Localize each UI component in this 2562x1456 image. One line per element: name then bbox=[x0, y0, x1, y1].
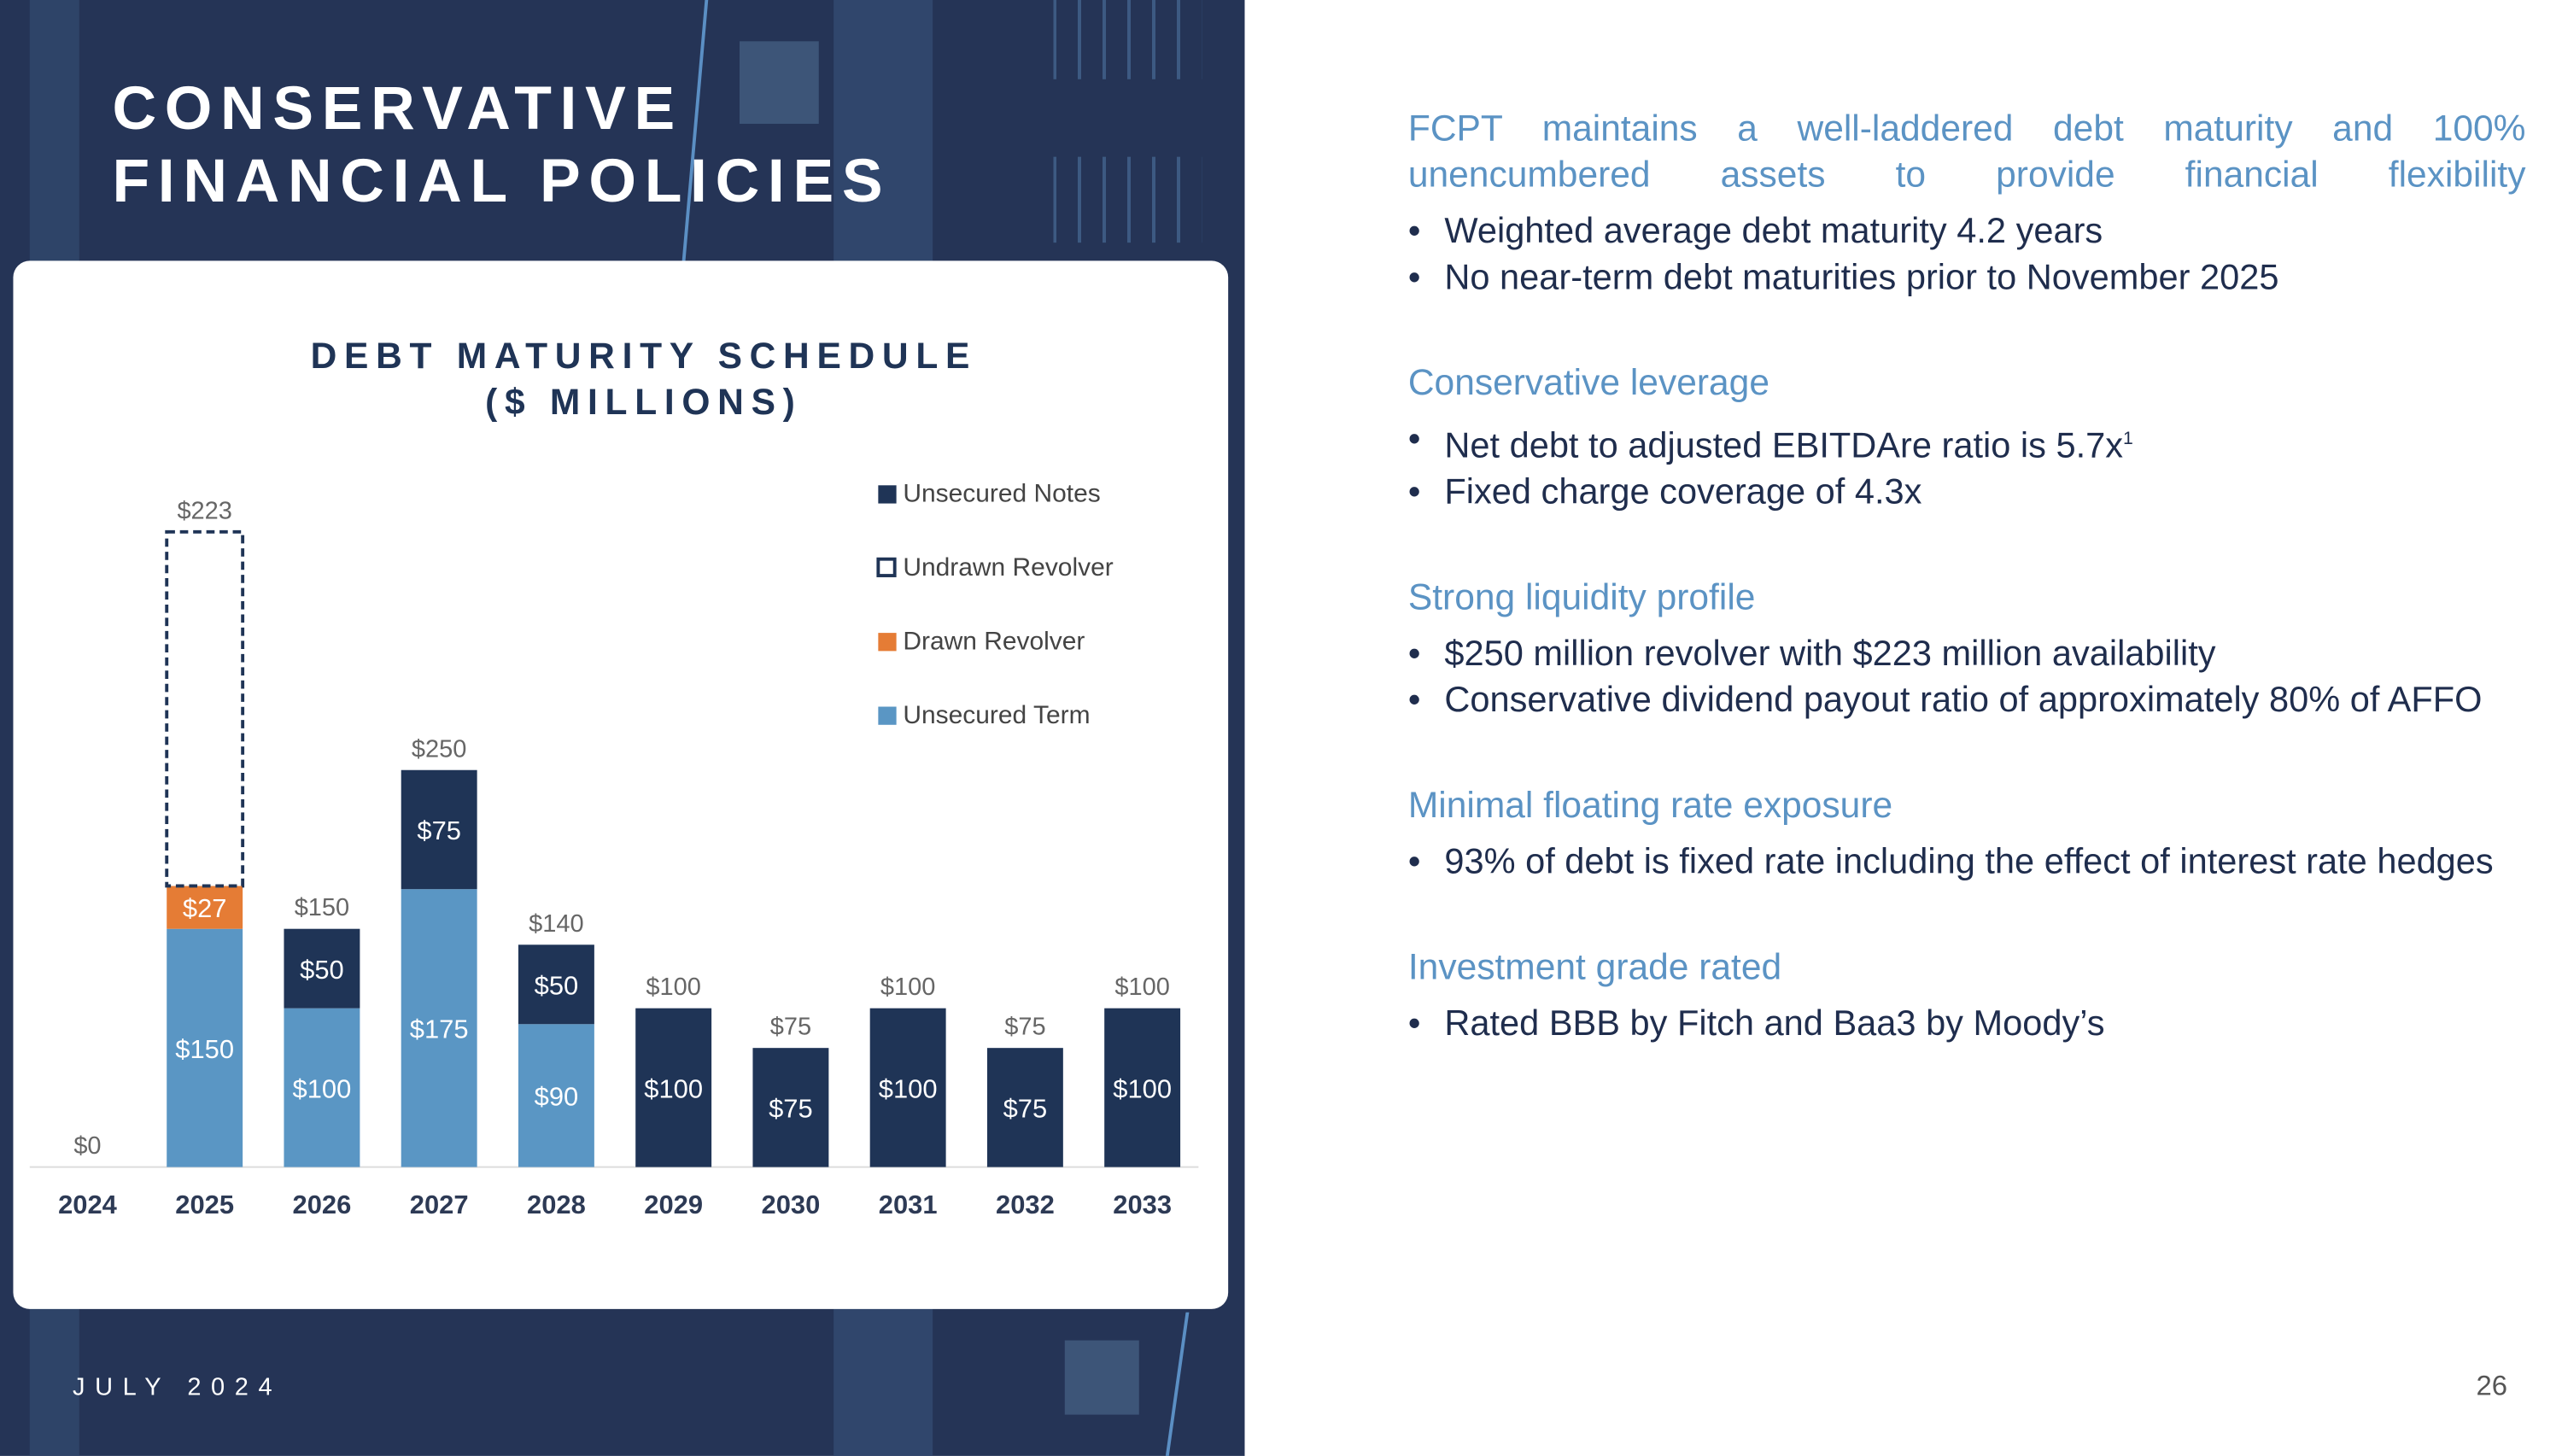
bar-unsecured-notes bbox=[752, 1048, 829, 1167]
bullet: Fixed charge coverage of 4.3x bbox=[1408, 469, 2526, 515]
bullet: 93% of debt is fixed rate including the … bbox=[1408, 839, 2526, 885]
x-tick-label: 2028 bbox=[527, 1190, 586, 1219]
segment-label: $100 bbox=[1113, 1073, 1172, 1103]
bar-unsecured-notes bbox=[1104, 1008, 1181, 1167]
debt-maturity-chart: $0 2024 $150 $27 $223 2025 $100 $50 $150 2026 $175… bbox=[29, 480, 1199, 1219]
legend-swatch bbox=[878, 706, 897, 725]
chart-title-line-1: DEBT MATURITY SCHEDULE bbox=[310, 335, 978, 377]
x-tick-label: 2031 bbox=[879, 1190, 938, 1219]
segment-label: $27 bbox=[183, 893, 227, 923]
bullet-text: Net debt to adjusted EBITDAre ratio is 5… bbox=[1444, 426, 2124, 466]
decorative-panel bbox=[1064, 1340, 1139, 1415]
segment-label: $100 bbox=[644, 1073, 703, 1103]
section-heading: Conservative leverage bbox=[1407, 361, 1769, 403]
bar-unsecured-term bbox=[518, 1024, 594, 1167]
segment-label: $75 bbox=[1003, 1093, 1048, 1123]
legend-swatch bbox=[878, 485, 897, 504]
bar-unsecured-notes bbox=[986, 1048, 1063, 1167]
bullet: Weighted average debt maturity 4.2 years bbox=[1408, 208, 2526, 254]
total-label: $250 bbox=[412, 735, 466, 763]
chart-title-line-2: ($ MILLIONS) bbox=[485, 381, 803, 423]
segment-label: $100 bbox=[293, 1073, 352, 1103]
section-liquidity: Strong liquidity profile $250 million re… bbox=[1408, 575, 2526, 723]
legend-swatch bbox=[878, 633, 897, 652]
section-rating: Investment grade rated Rated BBB by Fitc… bbox=[1408, 944, 2526, 1047]
segment-label: $75 bbox=[417, 816, 461, 845]
bar-undrawn-revolver bbox=[165, 529, 245, 888]
bar-unsecured-term bbox=[167, 928, 243, 1167]
title-line-2: FINANCIAL POLICIES bbox=[112, 147, 892, 215]
legend-label: Unsecured Term bbox=[903, 701, 1090, 729]
section-leverage: Conservative leverage Net debt to adjust… bbox=[1408, 360, 2526, 515]
total-label: $100 bbox=[1114, 974, 1169, 1001]
total-label: $150 bbox=[295, 894, 349, 921]
key-points: FCPT maintains a well-laddered debt matu… bbox=[1408, 106, 2526, 1107]
legend-label: Drawn Revolver bbox=[903, 627, 1085, 655]
decorative-line bbox=[1165, 1312, 1190, 1456]
section-debt-maturity: FCPT maintains a well-laddered debt matu… bbox=[1408, 106, 2526, 301]
bar-unsecured-notes bbox=[401, 769, 477, 890]
segment-label: $50 bbox=[535, 970, 579, 1000]
page-title: CONSERVATIVE FINANCIAL POLICIES bbox=[112, 73, 891, 218]
total-label: $75 bbox=[1004, 1014, 1045, 1041]
section-heading: Minimal floating rate exposure bbox=[1407, 784, 1893, 826]
x-tick-label: 2024 bbox=[58, 1190, 118, 1219]
bar-unsecured-term bbox=[284, 1008, 360, 1167]
legend-swatch bbox=[876, 557, 897, 577]
segment-label: $50 bbox=[300, 955, 344, 985]
page-number: 26 bbox=[2476, 1370, 2508, 1402]
bar-drawn-revolver bbox=[167, 886, 243, 929]
x-tick-label: 2030 bbox=[762, 1190, 821, 1219]
bullet: $250 million revolver with $223 million … bbox=[1408, 631, 2526, 677]
title-line-1: CONSERVATIVE bbox=[112, 73, 683, 143]
section-heading: FCPT maintains a well-laddered debt matu… bbox=[1407, 107, 2526, 196]
bar-unsecured-notes bbox=[635, 1008, 712, 1167]
total-label: $100 bbox=[646, 974, 700, 1001]
total-label: $140 bbox=[529, 910, 583, 938]
x-tick-label: 2027 bbox=[410, 1190, 469, 1219]
segment-label: $100 bbox=[879, 1073, 938, 1103]
total-label: $75 bbox=[770, 1014, 811, 1041]
segment-label: $75 bbox=[769, 1093, 813, 1123]
legend-label: Undrawn Revolver bbox=[903, 553, 1113, 582]
decorative-grille bbox=[1053, 156, 1202, 243]
bar-unsecured-notes bbox=[518, 944, 594, 1025]
segment-label: $90 bbox=[535, 1082, 579, 1112]
bullet: Rated BBB by Fitch and Baa3 by Moody’s bbox=[1408, 1001, 2526, 1047]
bar-unsecured-notes bbox=[284, 928, 360, 1009]
bar-unsecured-notes bbox=[869, 1008, 946, 1167]
section-floating-rate: Minimal floating rate exposure 93% of de… bbox=[1407, 783, 2526, 885]
bullet: Conservative dividend payout ratio of ap… bbox=[1408, 677, 2526, 723]
x-tick-label: 2032 bbox=[996, 1190, 1055, 1219]
segment-label: $175 bbox=[410, 1015, 469, 1044]
footer-date: JULY 2024 bbox=[73, 1373, 283, 1402]
footnote-marker: 1 bbox=[2123, 429, 2133, 449]
total-label: $100 bbox=[880, 974, 935, 1001]
x-tick-label: 2033 bbox=[1113, 1190, 1172, 1219]
legend-label: Unsecured Notes bbox=[903, 480, 1100, 508]
decorative-grille bbox=[1053, 0, 1202, 79]
chart-title: DEBT MATURITY SCHEDULE ($ MILLIONS) bbox=[0, 333, 1288, 425]
bullet: Net debt to adjusted EBITDAre ratio is 5… bbox=[1408, 416, 2526, 469]
x-tick-label: 2029 bbox=[644, 1190, 703, 1219]
bullet: No near-term debt maturities prior to No… bbox=[1408, 254, 2526, 301]
bar-unsecured-term bbox=[401, 889, 477, 1167]
total-label: $0 bbox=[73, 1132, 101, 1160]
section-heading: Strong liquidity profile bbox=[1407, 576, 1756, 618]
decorative-panel bbox=[739, 41, 819, 124]
segment-label: $150 bbox=[175, 1034, 234, 1064]
x-tick-label: 2026 bbox=[293, 1190, 352, 1219]
total-label: $223 bbox=[177, 497, 231, 524]
x-tick-label: 2025 bbox=[175, 1190, 234, 1219]
section-heading: Investment grade rated bbox=[1407, 945, 1782, 988]
